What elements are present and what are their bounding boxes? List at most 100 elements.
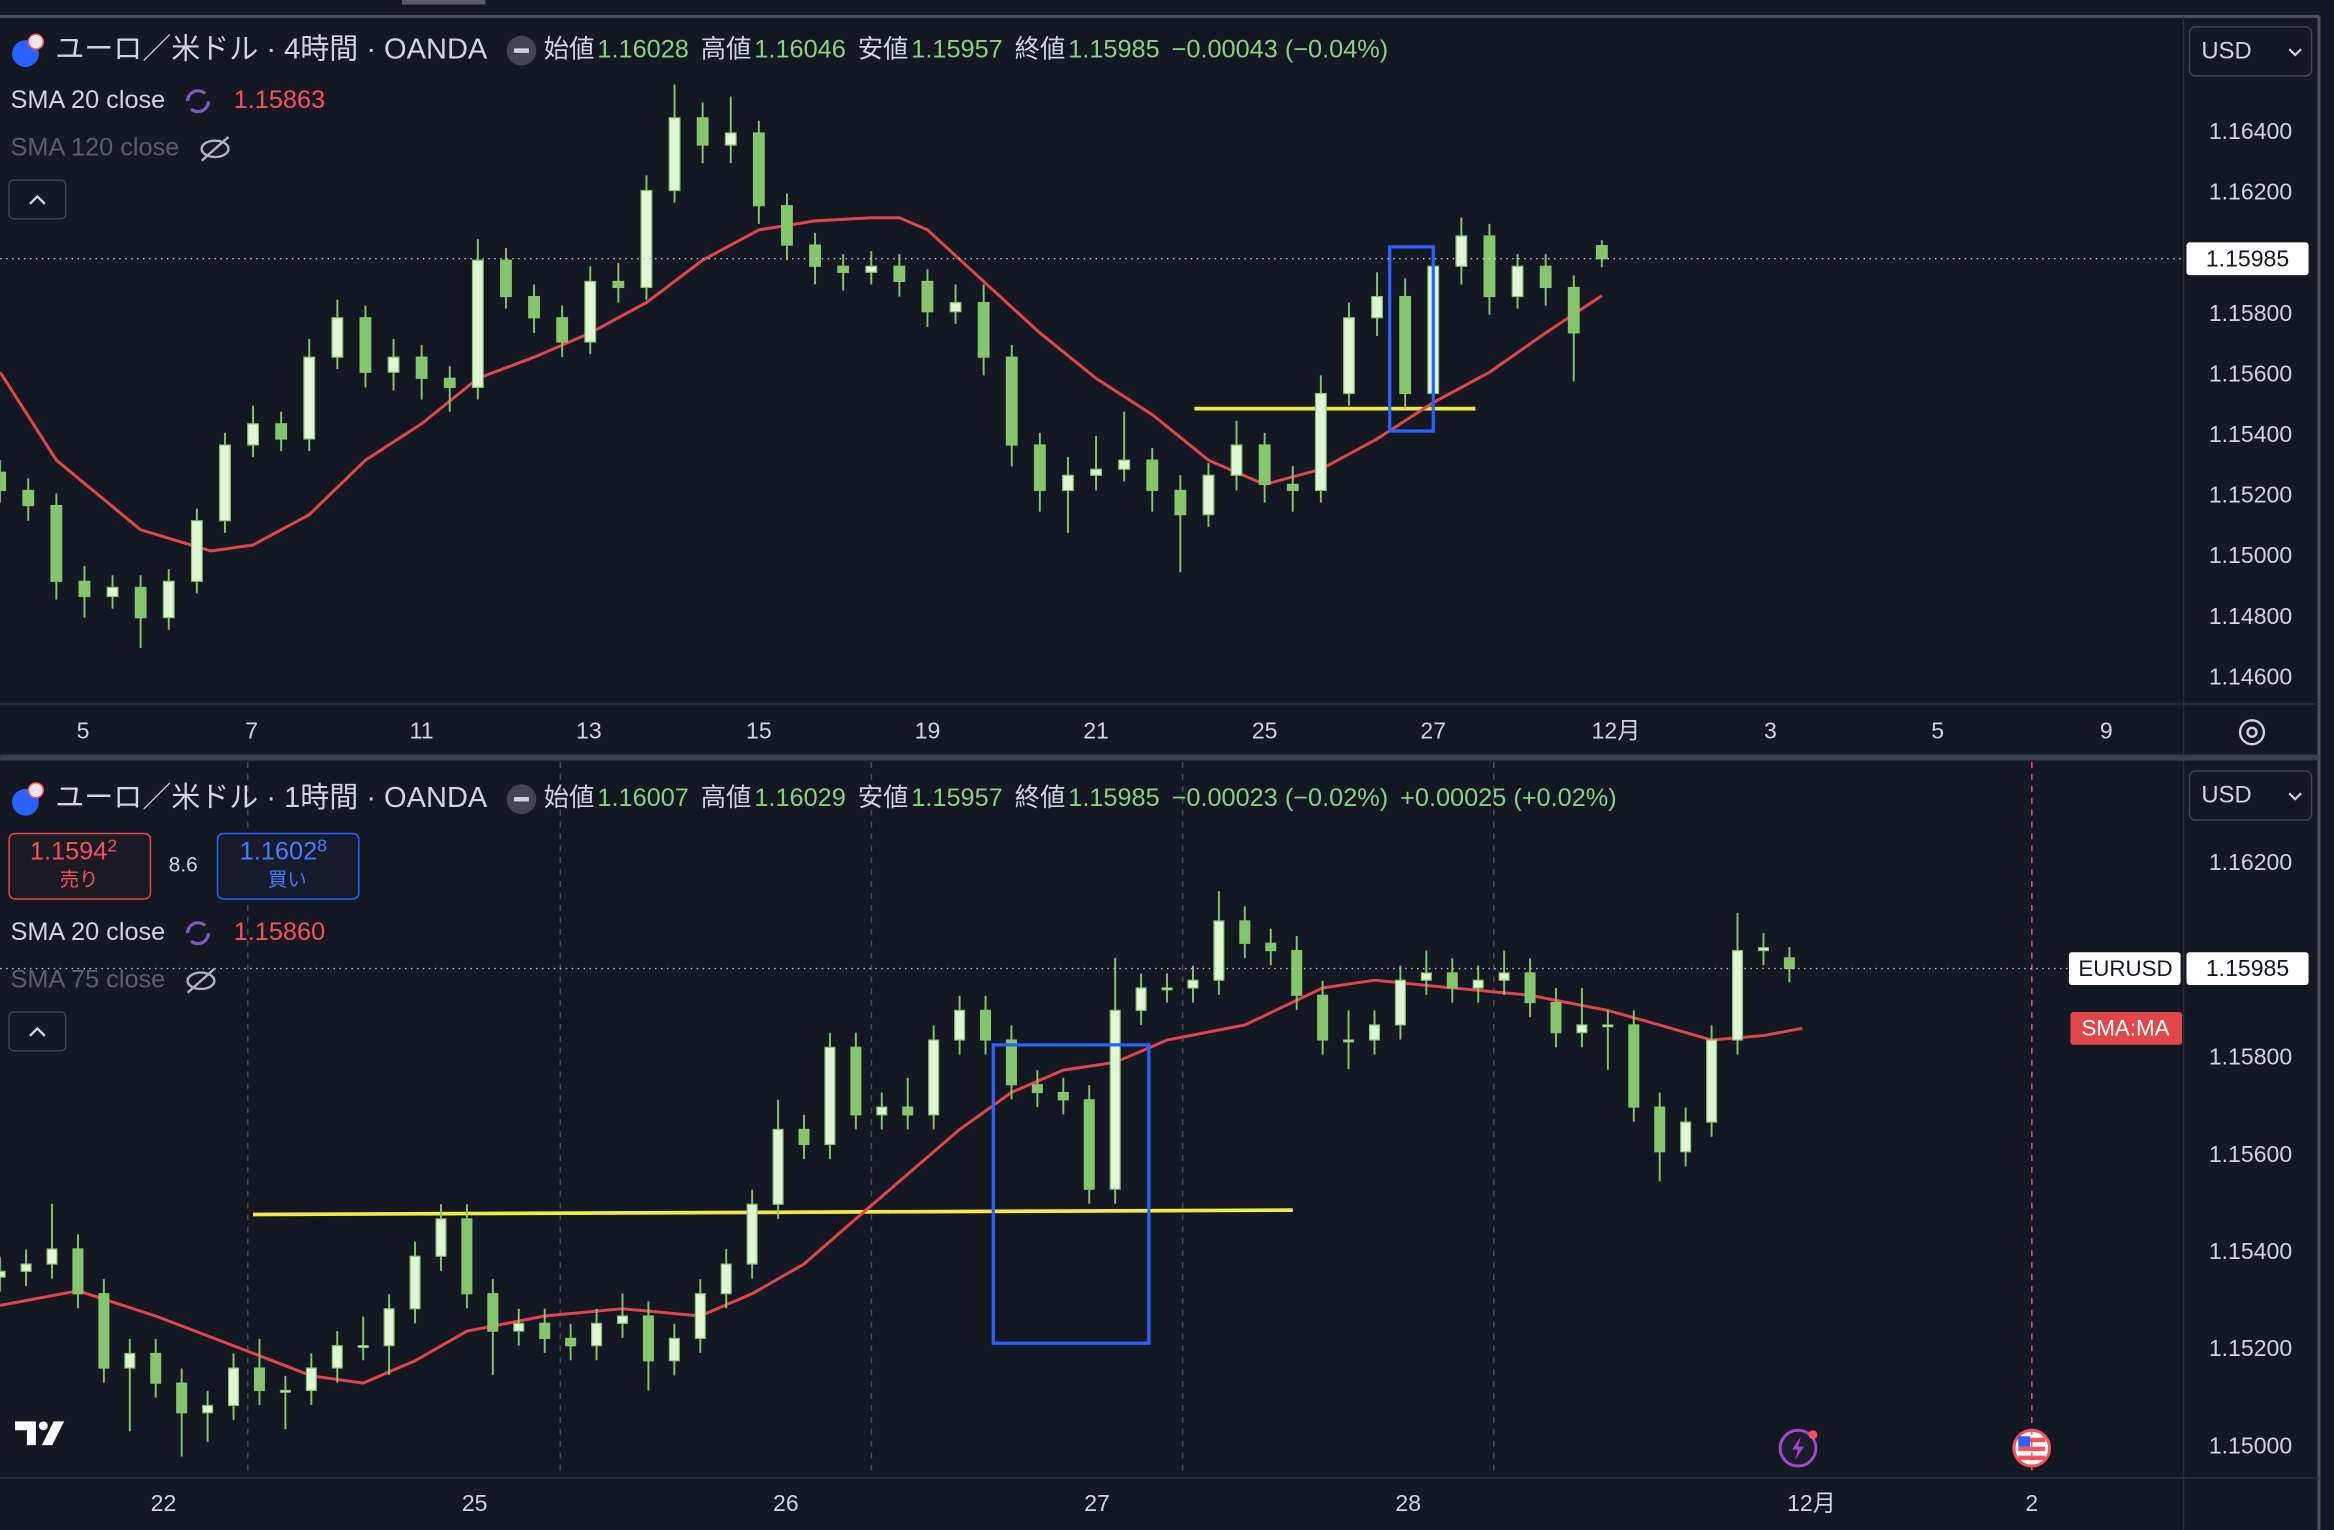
settings-gear[interactable]: [2238, 719, 2266, 746]
candle-body: [1265, 942, 1277, 952]
x-tick-label: 27: [1420, 717, 1446, 743]
ohlc-value: 1.15957: [911, 35, 1002, 63]
currency-selector[interactable]: [2188, 770, 2313, 821]
candle-body: [435, 1218, 447, 1257]
sma-line: [0, 978, 1803, 1385]
y-tick-label: 1.15000: [2209, 1432, 2292, 1458]
sell-pip: 2: [107, 836, 117, 856]
candle-body: [1202, 474, 1215, 516]
ohlc-label: 終値: [1015, 784, 1066, 812]
symbol-tag-box: [2068, 952, 2181, 985]
candle-body: [746, 1203, 758, 1265]
candle-body: [275, 423, 288, 440]
top-tab-indicator: [402, 0, 486, 5]
highlight-box: [1388, 245, 1435, 433]
candle-body: [1239, 920, 1251, 944]
candle-body: [1135, 987, 1147, 1011]
sell-label: 売り: [60, 869, 99, 891]
candle-body: [616, 1315, 629, 1324]
highlight-box: [991, 1043, 1151, 1345]
candle-body: [824, 1046, 836, 1146]
x-tick-label: 5: [77, 717, 90, 743]
tradingview-logo[interactable]: [15, 1421, 65, 1446]
collapse-caret: [29, 194, 46, 205]
y-tick-label: 1.16200: [2209, 179, 2292, 205]
candle-body: [20, 1263, 32, 1272]
candle-body: [1109, 1009, 1121, 1190]
candle-body: [1314, 392, 1327, 492]
hidden-eye-icon[interactable]: [200, 139, 230, 159]
y-tick-label: 1.14800: [2209, 603, 2292, 629]
last-price-label: 1.15985: [2206, 955, 2289, 981]
sma-line: [0, 216, 1603, 553]
ohlc-value: 1.15985: [1068, 784, 1159, 812]
collapse-button[interactable]: [8, 1011, 67, 1052]
candle-body: [949, 302, 962, 313]
pane-separator[interactable]: [0, 754, 2319, 761]
candle-body: [642, 1315, 654, 1362]
us-event-flag[interactable]: [2012, 1428, 2052, 1468]
candle-body: [556, 317, 569, 343]
x-tick-label: 26: [773, 1490, 799, 1516]
candle-body: [78, 580, 91, 598]
collapse-button[interactable]: [8, 179, 67, 220]
currency-selector[interactable]: [2188, 26, 2313, 77]
candle-body: [1420, 972, 1432, 981]
candle-body: [106, 586, 119, 598]
candle-body: [1576, 1024, 1588, 1034]
y-tick-label: 1.16400: [2209, 118, 2292, 144]
ohlc-label: 安値: [858, 784, 909, 812]
candle-body: [893, 265, 906, 283]
candle-body: [305, 1367, 317, 1391]
candle-body: [850, 1046, 862, 1116]
x-tick-label: 13: [576, 717, 602, 743]
candle-body: [809, 244, 821, 267]
indicator-refresh[interactable]: [185, 89, 211, 114]
candle-body: [253, 1367, 265, 1391]
y-tick-label: 1.15400: [2209, 1238, 2292, 1264]
candle-body: [1602, 1024, 1614, 1028]
candle-body: [1394, 979, 1406, 1026]
x-tick-label: 21: [1083, 717, 1109, 743]
candle-body: [798, 1128, 810, 1146]
candle-body: [0, 1270, 6, 1278]
y-tick-label: 1.16200: [2209, 849, 2292, 875]
candle-body: [190, 520, 203, 582]
x-tick-label: 2: [2025, 1490, 2038, 1516]
buy-button[interactable]: [216, 832, 360, 900]
spread: 8.6: [169, 854, 198, 877]
candle-body: [1783, 957, 1795, 970]
indicator-refresh[interactable]: [185, 921, 211, 946]
y-tick-label: 1.15800: [2209, 1044, 2292, 1070]
candle-body: [247, 423, 259, 446]
x-tick-label: 25: [1252, 717, 1278, 743]
candle-body: [539, 1322, 551, 1339]
candle-body: [954, 1009, 966, 1041]
candle-body: [513, 1322, 525, 1332]
candle-body: [837, 265, 850, 273]
candle-body: [528, 295, 540, 319]
candle-body: [1187, 979, 1199, 989]
chart-title: ユーロ／米ドル · 4時間 · OANDA: [55, 32, 488, 65]
candle-body: [1146, 459, 1159, 492]
candle-body: [1062, 474, 1074, 492]
event-icon[interactable]: [1778, 1428, 1818, 1468]
candle-body: [876, 1106, 888, 1116]
x-tick-label: 22: [151, 1490, 177, 1516]
candle-body: [279, 1389, 291, 1393]
candle-body: [331, 317, 344, 358]
candle-body: [720, 1263, 732, 1295]
last-price-box: [2186, 952, 2309, 985]
candle-body: [584, 280, 597, 343]
y-tick-label: 1.15600: [2209, 360, 2292, 386]
candle-body: [694, 1293, 706, 1339]
sell-button[interactable]: [8, 832, 152, 900]
candle-body: [1090, 468, 1102, 476]
candle-body: [176, 1382, 188, 1414]
ma-tag-box: [2070, 1011, 2183, 1045]
candle-body: [1230, 444, 1243, 476]
candle-body: [1005, 1039, 1017, 1086]
x-tick-label: 5: [1931, 717, 1944, 743]
hidden-eye-icon[interactable]: [186, 971, 216, 991]
